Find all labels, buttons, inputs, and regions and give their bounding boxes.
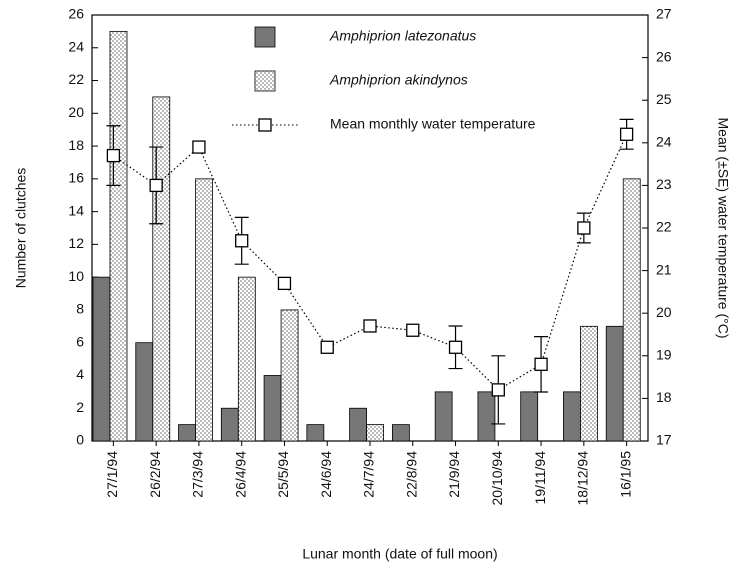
x-axis-label: Lunar month (date of full moon) — [302, 546, 497, 562]
temperature-marker — [320, 340, 334, 354]
bar — [391, 424, 410, 442]
legend-swatch — [254, 26, 276, 48]
y-tick-label: 4 — [76, 366, 84, 382]
temperature-marker — [149, 178, 163, 193]
y-tick-label: 26 — [68, 6, 84, 22]
bar — [563, 391, 581, 442]
y2-tick-label: 26 — [656, 48, 672, 64]
y-tick-label: 24 — [68, 38, 84, 54]
legend-label: Mean monthly water temperature — [330, 116, 536, 132]
y2-tick-label: 22 — [656, 219, 672, 235]
bar — [92, 276, 111, 442]
bar — [605, 325, 624, 442]
y-tick-label: 22 — [68, 71, 84, 87]
y-tick-label: 14 — [68, 202, 84, 218]
temperature-marker — [277, 276, 292, 291]
y-tick-label: 0 — [76, 432, 84, 448]
bar — [434, 391, 453, 442]
bar — [349, 407, 368, 442]
x-tick-label: 25/5/94 — [275, 451, 291, 498]
y2-tick-label: 20 — [656, 304, 672, 320]
y2-tick-label: 24 — [656, 134, 672, 150]
bar — [152, 96, 171, 442]
bar — [622, 178, 641, 442]
temperature-marker — [619, 127, 634, 141]
y-tick-label: 16 — [68, 170, 84, 186]
y2-tick-label: 19 — [656, 347, 672, 363]
y-tick-label: 18 — [68, 137, 84, 153]
y2-tick-label: 23 — [656, 176, 672, 192]
temperature-marker — [106, 148, 121, 163]
y2-tick-label: 25 — [656, 91, 672, 107]
legend-label: Amphiprion latezonatus — [329, 28, 476, 44]
y2-tick-label: 27 — [656, 6, 672, 22]
bar — [280, 309, 299, 442]
temperature-line — [113, 134, 628, 391]
temperature-marker — [577, 221, 591, 235]
x-tick-label: 24/7/94 — [361, 451, 377, 498]
x-tick-label: 26/4/94 — [232, 451, 248, 498]
legend-label: Amphiprion akindynos — [329, 72, 468, 88]
x-tick-label: 22/8/94 — [403, 451, 419, 498]
y2-tick-label: 18 — [656, 389, 672, 405]
temperature-marker — [235, 234, 249, 248]
y-tick-label: 20 — [68, 104, 84, 120]
bar — [109, 30, 128, 442]
bar — [220, 407, 239, 442]
bar — [520, 391, 539, 442]
x-tick-label: 27/3/94 — [190, 451, 206, 498]
bar — [477, 391, 496, 442]
x-tick-label: 26/2/94 — [147, 451, 163, 498]
y-tick-label: 2 — [76, 399, 84, 415]
x-tick-label: 24/6/94 — [318, 451, 334, 498]
y2-tick-label: 21 — [656, 261, 672, 277]
bar — [306, 424, 325, 442]
temperature-marker — [363, 319, 377, 333]
bar — [580, 325, 598, 442]
temperature-marker — [534, 357, 548, 371]
legend-swatch — [254, 70, 276, 92]
y2-axis-label: Mean (±SE) water temperature (°C) — [715, 117, 731, 338]
x-tick-label: 16/1/95 — [617, 451, 633, 498]
temperature-marker — [192, 140, 206, 154]
y-tick-label: 12 — [68, 235, 84, 251]
legend-marker — [258, 118, 272, 132]
y-tick-label: 8 — [76, 301, 84, 317]
bar — [366, 424, 385, 442]
x-tick-label: 19/11/94 — [532, 451, 548, 505]
temperature-marker — [406, 323, 420, 337]
temperature-marker — [491, 383, 505, 397]
y2-tick-label: 17 — [656, 432, 672, 448]
bar — [263, 375, 282, 442]
temperature-marker — [448, 340, 463, 354]
x-tick-label: 21/9/94 — [446, 451, 462, 498]
x-tick-label: 27/1/94 — [104, 451, 120, 498]
bar — [237, 276, 256, 442]
y-axis-label: Number of clutches — [13, 168, 29, 289]
bar — [135, 342, 154, 442]
bar — [178, 424, 196, 442]
y-tick-label: 6 — [76, 333, 84, 349]
x-tick-label: 18/12/94 — [575, 451, 591, 506]
bar — [195, 178, 213, 442]
y-tick-label: 10 — [68, 268, 84, 284]
x-tick-label: 20/10/94 — [489, 451, 505, 506]
